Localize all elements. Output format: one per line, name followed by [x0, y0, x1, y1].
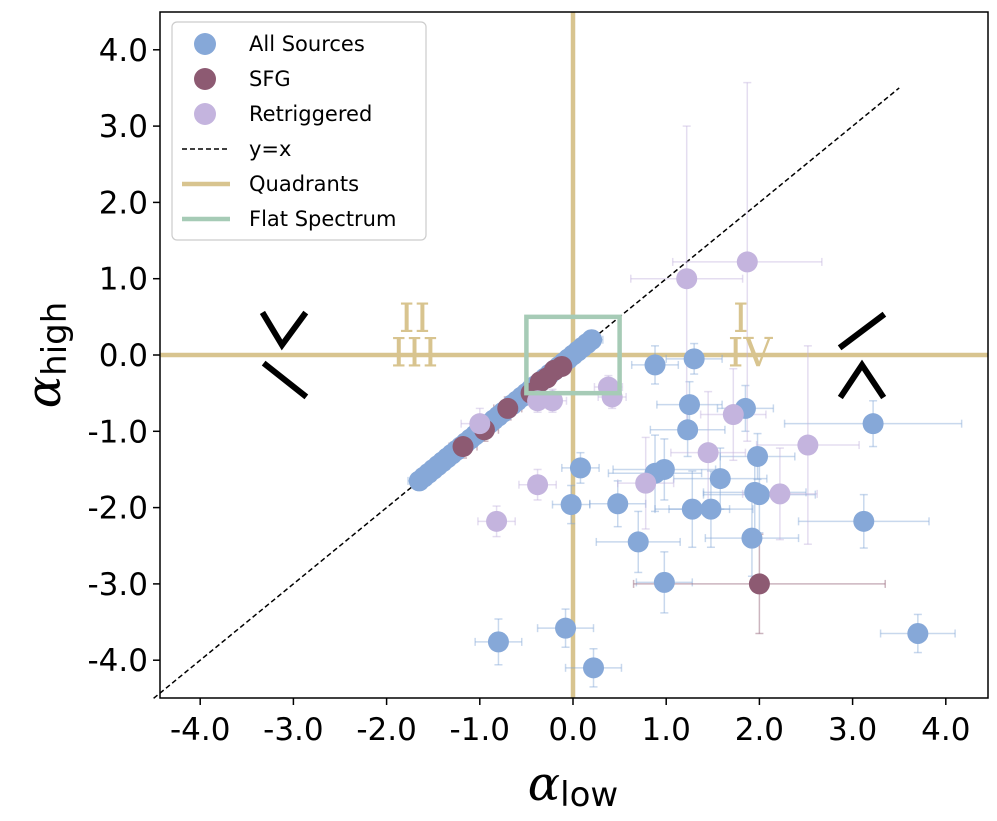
retriggered-point: [736, 251, 758, 273]
x-tick-label: 2.0: [735, 712, 784, 748]
legend-entry-quadrants: Quadrants: [182, 172, 359, 196]
sfg-point: [748, 573, 770, 595]
x-axis-subscript: low: [560, 775, 618, 815]
sfg-point: [551, 355, 573, 377]
legend-marker: [194, 103, 216, 125]
all-sources-point: [748, 484, 770, 506]
y-tick-label: -1.0: [88, 414, 149, 450]
x-axis-symbol: α: [528, 756, 560, 812]
retriggered-point: [797, 434, 819, 456]
all-sources-point: [569, 457, 591, 479]
all-sources-point: [700, 498, 722, 520]
all-sources-point: [555, 617, 577, 639]
all-sources-point: [581, 329, 603, 351]
retriggered-point: [469, 413, 491, 435]
all-sources-point: [653, 458, 675, 480]
all-sources-point: [583, 657, 605, 679]
all-sources-point: [487, 631, 509, 653]
all-sources-point: [679, 394, 700, 416]
y-tick-label: -2.0: [88, 491, 149, 527]
all-sources-point: [681, 498, 703, 520]
peaked-shape-glyph: [259, 310, 309, 351]
legend: All Sources SFG Retriggered y=x Quadrants Fla…: [171, 21, 427, 241]
x-tick-label: 1.0: [642, 712, 691, 748]
retriggered-point: [676, 268, 698, 290]
y-axis-subscript: high: [35, 302, 75, 376]
x-tick-label: -2.0: [356, 712, 417, 748]
falling-slope-glyph: [261, 360, 309, 400]
legend-label: y=x: [249, 137, 291, 161]
quadrant-label: III: [391, 330, 438, 376]
x-tick-label: -1.0: [450, 712, 511, 748]
retriggered-point: [697, 442, 719, 464]
legend-label: Quadrants: [249, 172, 359, 196]
legend-label: All Sources: [249, 32, 365, 56]
x-tick-label: 4.0: [921, 712, 970, 748]
legend-marker: [194, 33, 216, 55]
retriggered-point: [527, 474, 549, 496]
legend-entry-all-sources: All Sources: [194, 32, 365, 56]
quadrant-label: I: [733, 296, 749, 342]
sfg-point: [497, 397, 519, 419]
flat-spectrum-box: [524, 314, 622, 396]
axis-ticks: -4.0 -3.0 -2.0 -1.0 0.0 1.0 2.0 3.0 4.0-4.0-3.0-…: [88, 33, 971, 748]
all-sources-point: [709, 468, 731, 490]
all-sources-point: [560, 494, 582, 516]
sfg-point: [452, 436, 474, 458]
y-tick-label: -3.0: [88, 567, 149, 603]
y-tick-label: 1.0: [99, 262, 148, 298]
y-tick-label: 4.0: [99, 33, 148, 69]
quadrant-label: IV: [728, 330, 774, 376]
legend-label: SFG: [249, 67, 291, 91]
all-sources-point: [747, 445, 769, 467]
legend-marker: [194, 68, 216, 90]
y-tick-label: 2.0: [99, 185, 148, 221]
retriggered-point: [541, 390, 563, 412]
all-sources-point: [862, 413, 884, 435]
all-sources-point: [853, 510, 875, 532]
all-sources-point: [607, 493, 629, 515]
inverted-peak-glyph: [837, 359, 887, 400]
x-tick-label: -4.0: [170, 712, 231, 748]
legend-entry-retriggered: Retriggered: [194, 102, 372, 126]
all-sources-point: [907, 622, 929, 644]
all-sources-point: [677, 419, 699, 441]
spectral-shape-glyphs: [259, 310, 887, 400]
legend-entry-y-x: y=x: [182, 137, 291, 161]
retriggered-point: [769, 483, 791, 505]
legend-entry-sfg: SFG: [194, 67, 291, 91]
retriggered-point: [527, 390, 549, 412]
all-sources-point: [644, 354, 666, 376]
x-axis-label: αlow: [528, 756, 618, 815]
y-axis-label: αhigh: [16, 302, 75, 409]
all-sources-point: [627, 531, 649, 553]
all-sources-point: [683, 348, 705, 370]
x-tick-label: 0.0: [548, 712, 597, 748]
y-tick-label: 3.0: [99, 109, 148, 145]
quadrant-label: II: [399, 296, 431, 342]
y-tick-label: 0.0: [99, 338, 148, 374]
y-axis-symbol: α: [16, 376, 72, 408]
retriggered-point: [635, 472, 657, 494]
all-sources-point: [653, 571, 675, 593]
all-sources-point: [741, 527, 763, 549]
y-tick-label: -4.0: [88, 643, 149, 679]
legend-box: [171, 21, 427, 241]
x-tick-label: 3.0: [828, 712, 877, 748]
legend-label: Flat Spectrum: [249, 207, 396, 231]
legend-entry-flat-spectrum: Flat Spectrum: [182, 207, 396, 231]
rising-slope-glyph: [837, 311, 887, 351]
retriggered-point: [486, 510, 508, 532]
retriggered-point: [722, 404, 744, 426]
x-tick-label: -3.0: [263, 712, 324, 748]
legend-label: Retriggered: [249, 102, 372, 126]
